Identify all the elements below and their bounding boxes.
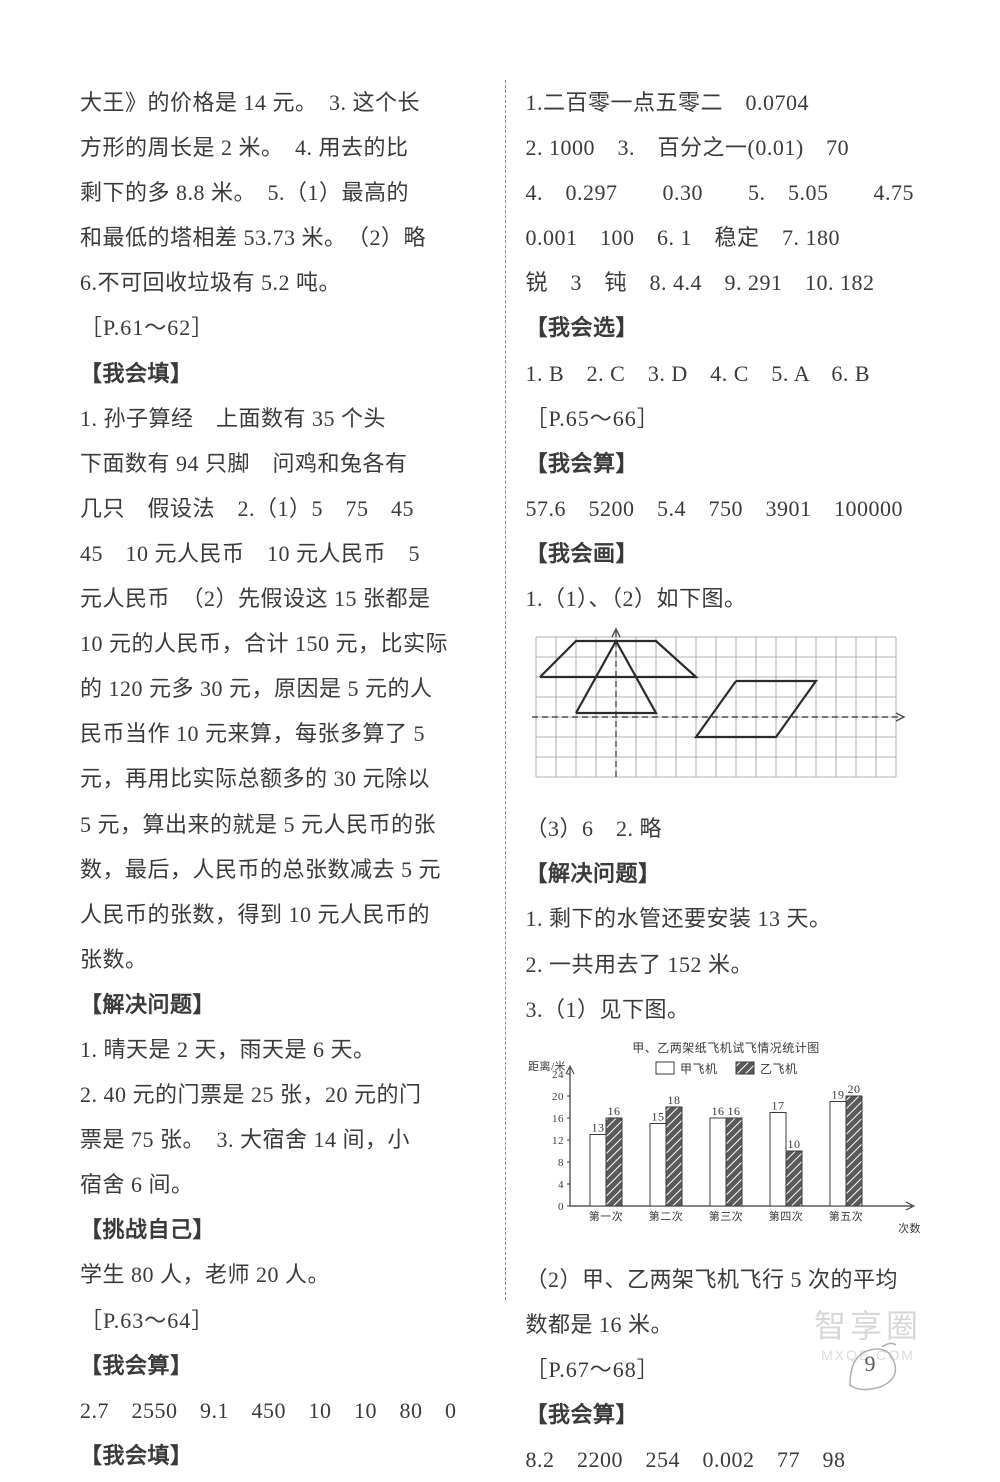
text-line: 0.001 100 6. 1 稳定 7. 180 xyxy=(526,215,931,260)
svg-text:15: 15 xyxy=(651,1109,664,1123)
text-line: 元人民币 （2）先假设这 15 张都是 xyxy=(80,576,485,621)
svg-text:甲飞机: 甲飞机 xyxy=(680,1062,718,1076)
bar-chart-svg: 甲、乙两架纸飞机试飞情况统计图甲飞机乙飞机距离/米次数0481216202413… xyxy=(526,1038,926,1238)
section-head-fill: 【我会填】 xyxy=(80,351,485,396)
section-head-challenge: 【挑战自己】 xyxy=(80,1207,485,1252)
svg-text:13: 13 xyxy=(591,1120,604,1134)
svg-text:17: 17 xyxy=(771,1098,784,1112)
svg-text:次数: 次数 xyxy=(898,1221,921,1235)
left-column: 大王》的价格是 14 元。 3. 这个长 方形的周长是 2 米。 4. 用去的比… xyxy=(80,80,485,1300)
text-line: 1.（1）、（2）如下图。 xyxy=(526,576,931,621)
text-line: 2. 40 元的门票是 25 张，20 元的门 xyxy=(80,1072,485,1117)
text-line: 的 120 元多 30 元，原因是 5 元的人 xyxy=(80,666,485,711)
svg-text:16: 16 xyxy=(727,1104,740,1118)
section-head-calc: 【我会算】 xyxy=(526,1392,931,1437)
svg-text:乙飞机: 乙飞机 xyxy=(760,1062,798,1076)
svg-text:第二次: 第二次 xyxy=(648,1209,683,1223)
grid-figure xyxy=(526,627,931,802)
grid-svg xyxy=(526,627,906,787)
page-number: 9 xyxy=(840,1351,900,1377)
svg-text:10: 10 xyxy=(787,1137,800,1151)
text-line: 剩下的多 8.8 米。 5.（1）最高的 xyxy=(80,170,485,215)
svg-text:第一次: 第一次 xyxy=(588,1209,623,1223)
text-line: 票是 75 张。 3. 大宿舍 14 间，小 xyxy=(80,1117,485,1162)
right-column: 1.二百零一点五零二 0.0704 2. 1000 3. 百分之一(0.01) … xyxy=(526,80,931,1300)
text-line: 学生 80 人，老师 20 人。 xyxy=(80,1252,485,1297)
svg-text:12: 12 xyxy=(552,1135,564,1147)
text-line: 1. 剩下的水管还要安装 13 天。 xyxy=(526,896,931,941)
text-line: 1.二百零一点五零二 0.0704 xyxy=(526,80,931,125)
text-line: 1. 孙子算经 上面数有 35 个头 xyxy=(80,396,485,441)
text-line: 8.2 2200 254 0.002 77 98 xyxy=(526,1437,931,1482)
text-line: 宿舍 6 间。 xyxy=(80,1162,485,1207)
page-ref: ［P.61～62］ xyxy=(80,305,485,350)
page: 大王》的价格是 14 元。 3. 这个长 方形的周长是 2 米。 4. 用去的比… xyxy=(0,0,1000,1455)
text-line: 2. 一共用去了 152 米。 xyxy=(526,942,931,987)
text-line: 4. 0.297 0.30 5. 5.05 4.75 xyxy=(526,170,931,215)
text-line: 大王》的价格是 14 元。 3. 这个长 xyxy=(80,80,485,125)
svg-text:8: 8 xyxy=(558,1157,564,1169)
text-line: 几只 假设法 2.（1）5 75 45 xyxy=(80,486,485,531)
svg-text:16: 16 xyxy=(607,1104,620,1118)
text-line: 和最低的塔相差 53.73 米。 （2）略 xyxy=(80,215,485,260)
text-line: （3）6 2. 略 xyxy=(526,806,931,851)
text-line: 5 元，算出来的就是 5 元人民币的张 xyxy=(80,802,485,847)
svg-text:第三次: 第三次 xyxy=(708,1209,743,1223)
svg-text:甲、乙两架纸飞机试飞情况统计图: 甲、乙两架纸飞机试飞情况统计图 xyxy=(632,1040,820,1055)
text-line: 10 元的人民币，合计 150 元，比实际 xyxy=(80,621,485,666)
svg-text:4: 4 xyxy=(558,1179,564,1191)
text-line: 数，最后，人民币的总张数减去 5 元 xyxy=(80,847,485,892)
svg-text:16: 16 xyxy=(552,1113,564,1125)
text-line: 下面数有 94 只脚 问鸡和兔各有 xyxy=(80,441,485,486)
section-head-fill: 【我会填】 xyxy=(80,1433,485,1478)
svg-text:第四次: 第四次 xyxy=(768,1209,803,1223)
svg-text:18: 18 xyxy=(667,1093,680,1107)
svg-text:第五次: 第五次 xyxy=(828,1209,863,1223)
text-line: 3.（1）见下图。 xyxy=(526,987,931,1032)
svg-text:24: 24 xyxy=(552,1069,564,1081)
bar-chart: 甲、乙两架纸飞机试飞情况统计图甲飞机乙飞机距离/米次数0481216202413… xyxy=(526,1038,931,1253)
column-divider xyxy=(505,80,506,1300)
text-line: 1. B 2. C 3. D 4. C 5. A 6. B xyxy=(526,351,931,396)
section-head-calc: 【我会算】 xyxy=(526,441,931,486)
text-line: 6.不可回收垃圾有 5.2 吨。 xyxy=(80,260,485,305)
section-head-draw: 【我会画】 xyxy=(526,531,931,576)
text-line: （2）甲、乙两架飞机飞行 5 次的平均 xyxy=(526,1257,931,1302)
text-line: 张数。 xyxy=(80,937,485,982)
svg-text:16: 16 xyxy=(711,1104,724,1118)
text-line: 1. 晴天是 2 天，雨天是 6 天。 xyxy=(80,1027,485,1072)
text-line: 人民币的张数，得到 10 元人民币的 xyxy=(80,892,485,937)
two-column-layout: 大王》的价格是 14 元。 3. 这个长 方形的周长是 2 米。 4. 用去的比… xyxy=(80,80,930,1300)
text-line: 45 10 元人民币 10 元人民币 5 xyxy=(80,531,485,576)
section-head-solve: 【解决问题】 xyxy=(526,851,931,896)
section-head-solve: 【解决问题】 xyxy=(80,982,485,1027)
svg-text:0: 0 xyxy=(558,1201,564,1213)
svg-text:20: 20 xyxy=(552,1091,564,1103)
text-line: 方形的周长是 2 米。 4. 用去的比 xyxy=(80,125,485,170)
section-head-calc: 【我会算】 xyxy=(80,1343,485,1388)
svg-text:20: 20 xyxy=(847,1082,860,1096)
text-line: 民币当作 10 元来算，每张多算了 5 xyxy=(80,711,485,756)
page-ref: ［P.65～66］ xyxy=(526,396,931,441)
page-number-ornament: 9 xyxy=(840,1335,900,1395)
svg-text:19: 19 xyxy=(831,1087,844,1101)
text-line: 57.6 5200 5.4 750 3901 100000 xyxy=(526,486,931,531)
text-line: 元，再用比实际总额多的 30 元除以 xyxy=(80,756,485,801)
text-line: 2. 1000 3. 百分之一(0.01) 70 xyxy=(526,125,931,170)
page-ref: ［P.63～64］ xyxy=(80,1298,485,1343)
section-head-select: 【我会选】 xyxy=(526,305,931,350)
text-line: 锐 3 钝 8. 4.4 9. 291 10. 182 xyxy=(526,260,931,305)
text-line: 2.7 2550 9.1 450 10 10 80 0 xyxy=(80,1388,485,1433)
